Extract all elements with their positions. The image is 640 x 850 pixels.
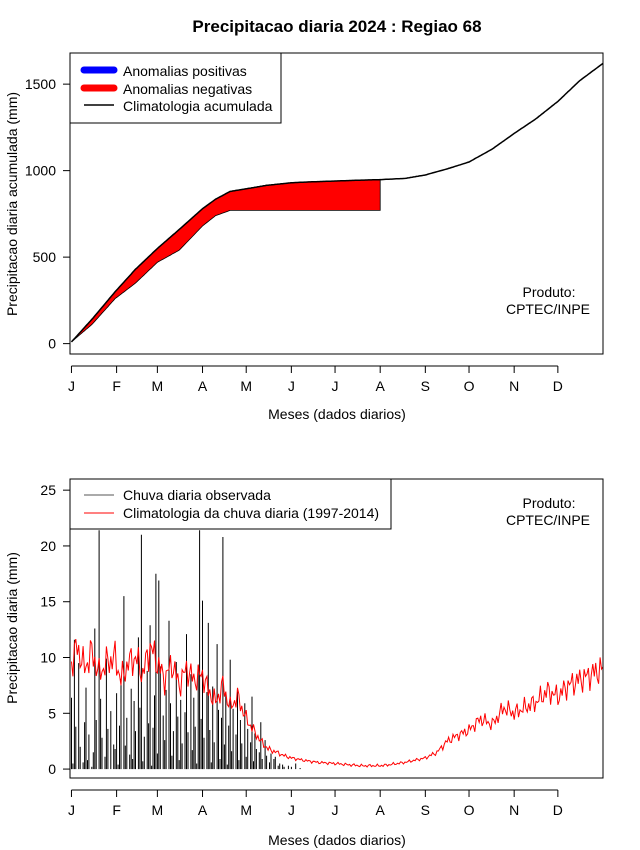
product-label-accumulated: Produto:	[523, 284, 576, 300]
daily-x-tick-label: M	[240, 802, 252, 818]
legend-accumulated: Anomalias positivas Anomalias negativas …	[69, 52, 282, 124]
legend-label-positive: Anomalias positivas	[123, 63, 247, 79]
daily-y-tick-label: 20	[40, 538, 56, 554]
accumulated-x-tick-label: J	[332, 378, 339, 394]
y-axis-daily: 0 5 10 15 20 25	[40, 482, 71, 777]
product-source-accumulated: CPTEC/INPE	[506, 301, 590, 317]
negative-anomaly-area	[71, 179, 381, 343]
daily-x-tick-label: J	[288, 802, 295, 818]
accumulated-x-tick-label: M	[240, 378, 252, 394]
product-label-daily: Produto:	[523, 495, 576, 511]
y-axis-accumulated: 0 500 1000 1500	[25, 76, 71, 352]
daily-x-tick-label: M	[152, 802, 164, 818]
accumulated-chart: 0 500 1000 1500 J F M A M J J A S O N D Meses (dados d…	[4, 52, 604, 422]
accumulated-x-tick-label: N	[509, 378, 519, 394]
accumulated-y-tick-label: 1500	[25, 76, 56, 92]
accumulated-x-tick-label: J	[68, 378, 75, 394]
daily-x-tick-label: S	[421, 802, 430, 818]
daily-y-tick-label: 15	[40, 594, 56, 610]
daily-x-tick-label: N	[509, 802, 519, 818]
accumulated-y-tick-label: 500	[33, 249, 57, 265]
accumulated-y-tick-label: 0	[48, 336, 56, 352]
climatology-line-group	[71, 638, 604, 768]
x-axis-label-accumulated: Meses (dados diarios)	[268, 406, 406, 422]
x-axis-label-daily: Meses (dados diarios)	[268, 832, 406, 848]
daily-y-tick-label: 10	[40, 650, 56, 666]
daily-x-tick-label: J	[68, 802, 75, 818]
accumulated-x-tick-label: F	[112, 378, 121, 394]
legend-box	[69, 478, 392, 530]
daily-x-tick-label: A	[376, 802, 386, 818]
accumulated-y-tick-label: 1000	[25, 163, 56, 179]
accumulated-x-tick-label: J	[288, 378, 295, 394]
daily-x-tick-label: A	[198, 802, 208, 818]
y-axis-label-accumulated: Precipitacao diaria acumulada (mm)	[4, 92, 20, 316]
accumulated-x-tick-label: A	[198, 378, 208, 394]
accumulated-x-tick-label: O	[464, 378, 475, 394]
product-source-daily: CPTEC/INPE	[506, 512, 590, 528]
daily-y-tick-label: 5	[48, 705, 56, 721]
accumulated-x-tick-label: S	[421, 378, 430, 394]
chart-title: Precipitacao diaria 2024 : Regiao 68	[192, 17, 481, 36]
daily-x-tick-label: O	[464, 802, 475, 818]
legend-label-negative: Anomalias negativas	[123, 81, 252, 97]
accumulated-lines-group	[70, 62, 604, 343]
legend-daily: Chuva diaria observada Climatologia da c…	[69, 478, 392, 530]
daily-x-tick-label: F	[112, 802, 121, 818]
accumulated-x-tick-label: M	[152, 378, 164, 394]
y-axis-label-daily: Precipitacao diaria (mm)	[4, 552, 20, 704]
daily-x-tick-label: D	[553, 802, 563, 818]
legend-label-observed: Chuva diaria observada	[123, 487, 271, 503]
legend-label-climatology: Climatologia acumulada	[123, 98, 273, 114]
accumulated-x-tick-label: D	[553, 378, 563, 394]
daily-y-tick-label: 0	[48, 761, 56, 777]
climatology-daily-line	[71, 638, 604, 768]
accumulated-x-tick-label: A	[376, 378, 386, 394]
anomaly-area-group	[71, 179, 381, 343]
climatology-accumulated-line	[70, 62, 604, 343]
legend-label-climatology-daily: Climatologia da chuva diaria (1997-2014)	[123, 505, 379, 521]
observed-bars-group	[71, 530, 301, 770]
daily-x-tick-label: J	[332, 802, 339, 818]
daily-y-tick-label: 25	[40, 482, 56, 498]
daily-chart: 0 5 10 15 20 25 J F M A M J J A S O N D Meses (dados dia…	[4, 478, 604, 848]
